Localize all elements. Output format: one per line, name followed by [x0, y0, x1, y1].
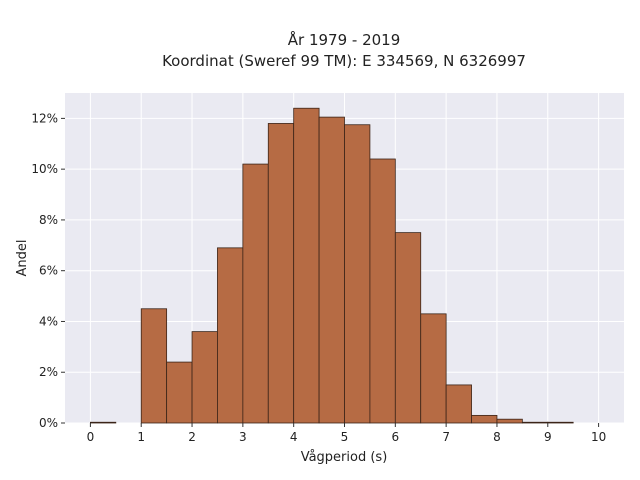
histogram-bar: [394, 232, 422, 424]
histogram-bar: [140, 308, 168, 424]
y-tick-label: 6%: [39, 264, 58, 278]
histogram-bar: [496, 418, 523, 424]
histogram-bar: [547, 421, 574, 424]
x-tick-label: 6: [391, 430, 399, 444]
histogram-bar: [445, 384, 472, 424]
x-tick-label: 5: [341, 430, 349, 444]
histogram-bar: [242, 163, 269, 424]
x-tick-label: 10: [591, 430, 606, 444]
x-tick-label: 7: [442, 430, 450, 444]
histogram-bar: [293, 107, 320, 424]
histogram-bar: [267, 123, 295, 424]
x-tick-label: 9: [544, 430, 552, 444]
y-tick-label: 4%: [39, 314, 58, 328]
y-tick-label: 12%: [31, 111, 58, 125]
y-tick-label: 0%: [39, 416, 58, 430]
histogram-bar: [420, 313, 447, 424]
histogram-bar: [191, 331, 218, 424]
chart-title: År 1979 - 2019: [288, 30, 401, 49]
x-axis-label: Vågperiod (s): [301, 450, 388, 465]
histogram-bar: [369, 158, 396, 424]
histogram-bars: [90, 107, 574, 424]
x-axis-ticks: 0 1 2 3 4 5 6 7 8 9 10: [87, 423, 606, 444]
y-axis-label: Andel: [15, 240, 30, 277]
y-tick-label: 2%: [39, 365, 58, 379]
x-tick-label: 2: [188, 430, 196, 444]
x-tick-label: 1: [137, 430, 145, 444]
histogram-bar: [521, 421, 549, 424]
x-tick-label: 3: [239, 430, 247, 444]
histogram-bar: [166, 361, 193, 424]
y-axis-ticks: 0% 2% 4% 6% 8% 10% 12%: [31, 111, 65, 430]
y-tick-label: 8%: [39, 213, 58, 227]
histogram-bar: [318, 116, 345, 424]
histogram-bar: [90, 421, 117, 424]
histogram-bar: [217, 247, 244, 424]
histogram-bar: [471, 414, 498, 424]
x-tick-label: 4: [290, 430, 298, 444]
x-tick-label: 0: [87, 430, 95, 444]
histogram-bar: [344, 124, 371, 424]
x-tick-label: 8: [493, 430, 501, 444]
y-tick-label: 10%: [31, 162, 58, 176]
chart-subtitle: Koordinat (Sweref 99 TM): E 334569, N 63…: [162, 52, 526, 70]
